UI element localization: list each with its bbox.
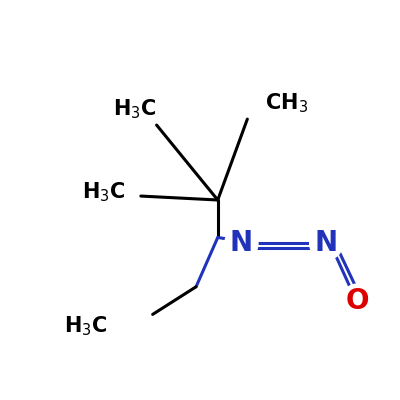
Circle shape [310,227,343,260]
Text: H$_3$C: H$_3$C [82,180,125,204]
Text: N: N [230,229,253,257]
Text: H$_3$C: H$_3$C [113,98,157,121]
Circle shape [341,284,374,317]
Text: CH$_3$: CH$_3$ [265,92,308,115]
Text: N: N [315,229,338,257]
Text: O: O [346,286,370,314]
Text: H$_3$C: H$_3$C [64,314,107,338]
Circle shape [225,227,258,260]
